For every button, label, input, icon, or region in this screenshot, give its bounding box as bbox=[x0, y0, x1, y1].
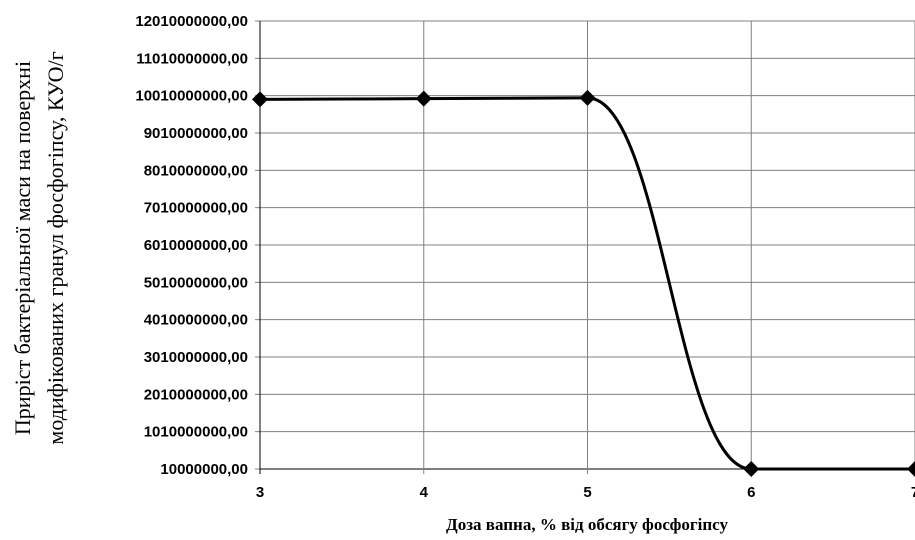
y-tick-label: 4010000000,00 bbox=[144, 312, 248, 329]
x-axis-title: Доза вапна, % від обсягу фосфогіпсу bbox=[446, 515, 728, 534]
data-point-marker bbox=[415, 90, 432, 107]
x-tick-labels: 3 4 5 6 7 bbox=[256, 484, 915, 501]
y-tick-label: 2010000000,00 bbox=[144, 386, 248, 403]
y-tick-label: 1010000000,00 bbox=[144, 424, 248, 441]
y-tick-label: 10000000,00 bbox=[160, 461, 248, 478]
y-tick-label: 3010000000,00 bbox=[144, 349, 248, 366]
data-point-marker bbox=[579, 89, 596, 106]
y-axis-title-group: Приріст бактеріальної маси на поверхні м… bbox=[10, 51, 68, 444]
data-point-marker bbox=[907, 461, 915, 477]
x-tick-label: 5 bbox=[583, 484, 591, 501]
data-point-marker bbox=[743, 461, 760, 477]
x-tick-label: 7 bbox=[911, 484, 915, 501]
y-tick-label: 6010000000,00 bbox=[144, 237, 248, 254]
x-tick-label: 6 bbox=[747, 484, 755, 501]
y-tick-label: 12010000000,00 bbox=[135, 13, 248, 30]
series-layer bbox=[252, 89, 915, 477]
y-tick-labels: 10000000,00 1010000000,00 2010000000,00 301… bbox=[135, 13, 248, 478]
y-tick-label: 5010000000,00 bbox=[144, 274, 248, 291]
y-axis-title-line1: Приріст бактеріальної маси на поверхні bbox=[10, 61, 35, 435]
x-tick-label: 3 bbox=[256, 484, 264, 501]
series-line bbox=[259, 96, 915, 471]
grid-lines bbox=[255, 20, 915, 474]
y-axis-title-line2: модифікованих гранул фосфогіпсу, КУО/г bbox=[43, 51, 68, 444]
y-tick-label: 10010000000,00 bbox=[135, 88, 248, 105]
y-tick-label: 11010000000,00 bbox=[136, 50, 248, 67]
y-tick-label: 7010000000,00 bbox=[144, 200, 248, 217]
data-point-marker bbox=[252, 91, 268, 108]
y-tick-label: 8010000000,00 bbox=[144, 162, 248, 179]
x-tick-label: 4 bbox=[420, 484, 429, 501]
y-tick-label: 9010000000,00 bbox=[144, 125, 248, 142]
